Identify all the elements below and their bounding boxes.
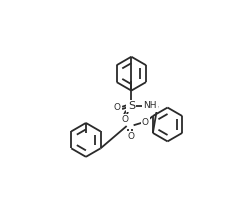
Text: O: O xyxy=(142,118,149,127)
Text: S: S xyxy=(128,101,135,111)
Text: NH: NH xyxy=(143,102,157,111)
Text: O: O xyxy=(114,103,121,112)
Text: O: O xyxy=(128,132,135,141)
Text: O: O xyxy=(122,115,129,124)
